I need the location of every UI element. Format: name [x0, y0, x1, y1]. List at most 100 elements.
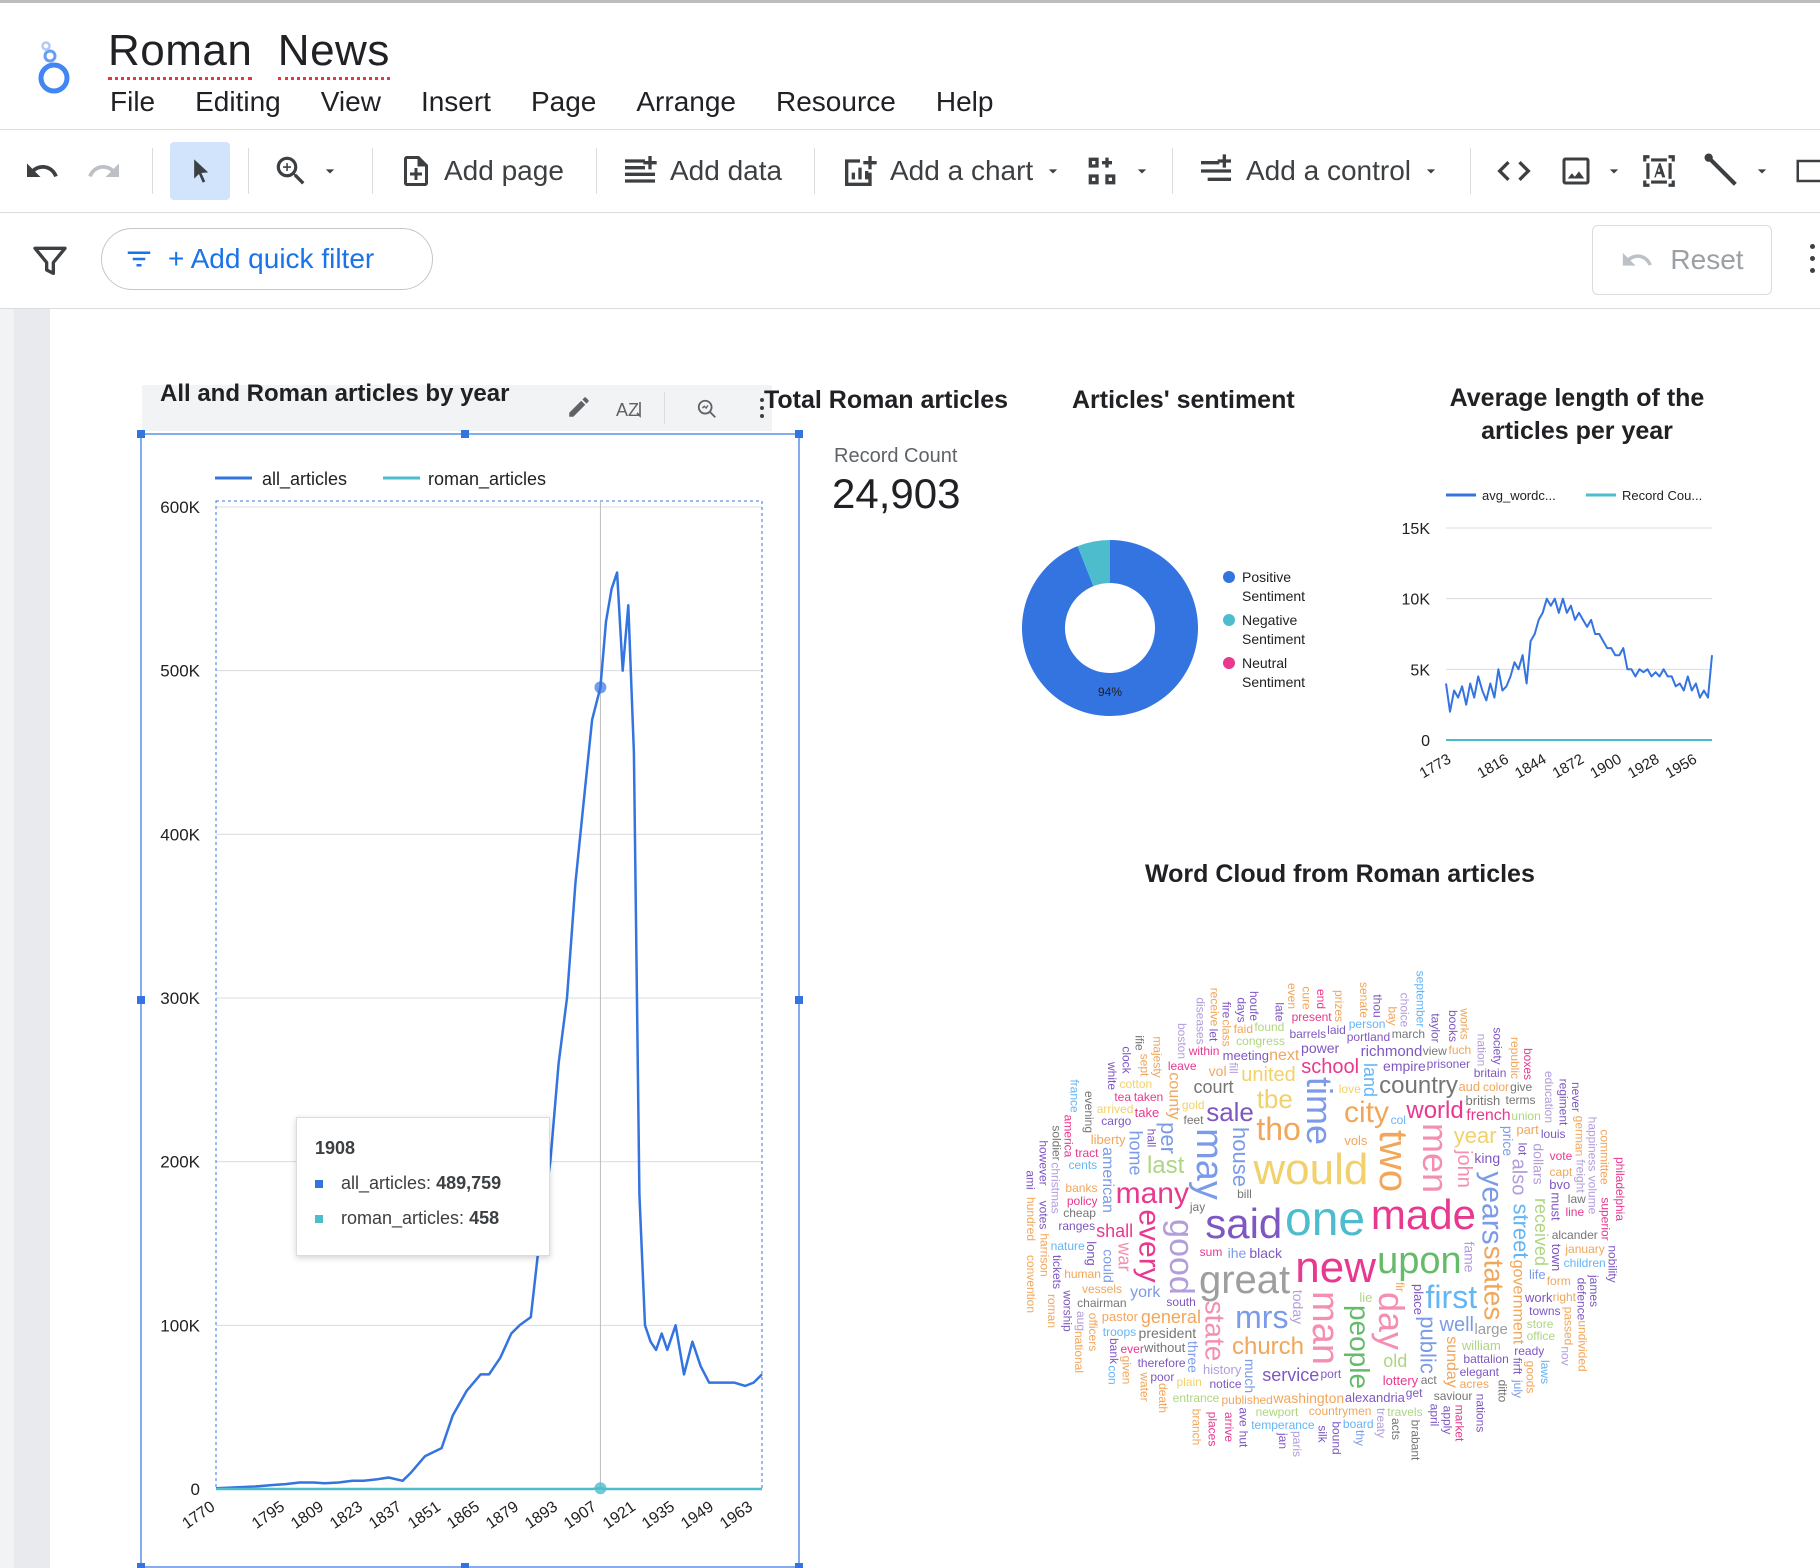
word-cloud-word: years	[1476, 1170, 1510, 1245]
word-cloud-word: great	[1198, 1258, 1291, 1303]
x-tick-label: 1956	[1662, 751, 1699, 782]
word-cloud-word: laws	[1537, 1359, 1552, 1384]
add-data-label: Add data	[670, 155, 783, 186]
filter-bar-icon[interactable]	[30, 240, 70, 285]
word-cloud-word: taylor	[1428, 1013, 1443, 1043]
word-cloud-word: roman	[1044, 1294, 1059, 1329]
embed-url-button[interactable]	[1494, 130, 1534, 212]
more-options-icon[interactable]	[1810, 244, 1816, 280]
looker-studio-logo-icon[interactable]	[34, 40, 78, 96]
word-cloud-word: worship	[1060, 1289, 1075, 1332]
text-box-icon	[1643, 155, 1675, 187]
legend-label-line2: Sentiment	[1242, 674, 1305, 690]
word-cloud-word: large	[1474, 1320, 1508, 1338]
redo-button[interactable]	[86, 130, 122, 212]
word-cloud-word: human	[1064, 1266, 1101, 1281]
add-component-button[interactable]	[1082, 130, 1152, 212]
menu-arrange[interactable]: Arrange	[636, 86, 736, 117]
report-title[interactable]: Roman News	[108, 26, 390, 80]
word-cloud-word: chairman	[1077, 1295, 1127, 1310]
add-quick-filter-button[interactable]: + Add quick filter	[101, 228, 433, 290]
word-cloud-word: lot	[1515, 1142, 1530, 1155]
toolbar: Add page Add data Add a chart Add a cont…	[0, 130, 1820, 212]
add-text-button[interactable]	[1640, 130, 1678, 212]
word-cloud-word: american	[1098, 1147, 1116, 1214]
word-cloud-word: king	[1474, 1149, 1501, 1166]
undo-icon	[27, 163, 58, 177]
word-cloud-word: fuch	[1448, 1043, 1472, 1058]
word-cloud-word: william	[1461, 1338, 1501, 1354]
x-tick-label: 1770	[179, 1498, 218, 1532]
word-cloud-word: therefore	[1137, 1355, 1186, 1370]
word-cloud-word: tho	[1256, 1111, 1301, 1148]
resize-handle	[137, 996, 145, 1004]
legend-dot	[1223, 657, 1235, 669]
legend-label-avg: avg_wordc...	[1482, 488, 1556, 503]
menu-page[interactable]: Page	[530, 86, 597, 117]
resize-handle	[795, 996, 803, 1004]
word-cloud-word: cheap	[1063, 1206, 1096, 1221]
filter-bar-bottom-border	[0, 308, 1820, 309]
add-chart-button[interactable]: Add a chart	[840, 130, 1063, 212]
word-cloud-word: elegant	[1459, 1365, 1499, 1380]
word-cloud-word: ihe	[1227, 1245, 1247, 1262]
add-data-button[interactable]: Add data	[620, 130, 782, 212]
select-tool-button[interactable]	[170, 142, 230, 200]
legend-label-line1: Neutral	[1242, 655, 1287, 671]
redo-icon	[88, 163, 119, 177]
image-icon	[1562, 157, 1590, 185]
word-cloud-word: water	[1137, 1372, 1152, 1403]
sort-icon[interactable]: AZ	[614, 396, 644, 428]
word-cloud-word: regiment	[1556, 1078, 1571, 1126]
word-cloud-word: nobility	[1605, 1245, 1620, 1284]
add-shape-button[interactable]	[1794, 130, 1820, 212]
add-image-button[interactable]	[1558, 130, 1624, 212]
word-cloud-word: national	[1072, 1331, 1087, 1374]
word-cloud-word: undivided	[1576, 1320, 1591, 1372]
word-cloud-word: cargo	[1101, 1114, 1132, 1129]
tooltip-swatch-all	[315, 1180, 323, 1188]
word-cloud-word: made	[1370, 1191, 1476, 1239]
dropdown-arrow-icon	[1137, 169, 1147, 174]
window-top-border	[0, 0, 1820, 3]
x-tick-label: 1900	[1587, 751, 1624, 782]
menu-view[interactable]: View	[320, 86, 381, 117]
word-cloud-word: person	[1348, 1017, 1386, 1032]
menu-editing[interactable]: Editing	[195, 86, 281, 117]
menu-file[interactable]: File	[110, 86, 156, 117]
reset-button[interactable]: Reset	[1592, 225, 1772, 295]
add-data-icon	[625, 156, 657, 183]
word-cloud-word: faid	[1233, 1021, 1254, 1036]
menu-resource[interactable]: Resource	[776, 86, 896, 117]
add-line-button[interactable]	[1702, 130, 1772, 212]
menu-help[interactable]: Help	[935, 86, 994, 117]
word-cloud[interactable]: one new would said made great two upon may man tim…	[960, 960, 1690, 1480]
sentiment-donut-chart[interactable]: 94% Positive Sentiment Negative Sentiment Neu…	[1010, 530, 1340, 730]
y-tick-label: 100K	[160, 1316, 200, 1335]
dropdown-arrow-icon	[325, 169, 335, 174]
word-cloud-word: hut	[1236, 1430, 1251, 1448]
add-page-button[interactable]: Add page	[398, 130, 564, 212]
chart-menu-icon[interactable]	[760, 398, 765, 418]
word-cloud-word: september	[1412, 970, 1427, 1028]
word-cloud-word: ifie	[1132, 1035, 1147, 1052]
word-cloud-word: taken	[1133, 1090, 1164, 1105]
word-cloud-word: south	[1166, 1294, 1196, 1309]
resize-handle	[461, 1563, 469, 1568]
legend-label-roman-articles: roman_articles	[428, 469, 546, 490]
avg-length-chart[interactable]: avg_wordc... Record Cou... 0 5K 10K 15K 1773 18…	[1380, 470, 1720, 800]
word-cloud-word: office	[1526, 1329, 1556, 1344]
add-control-button[interactable]: Add a control	[1196, 130, 1441, 212]
articles-by-year-chart[interactable]: all_articles roman_articles 0 100K 200K 300K 4…	[130, 425, 810, 1568]
zoom-button[interactable]	[272, 130, 340, 212]
series-line-avg-wordcount	[1445, 597, 1713, 713]
explore-chart-icon[interactable]	[696, 398, 718, 425]
edit-chart-icon[interactable]	[566, 394, 592, 425]
menu-insert[interactable]: Insert	[420, 86, 491, 117]
undo-button[interactable]	[24, 130, 60, 212]
community-visualization-icon	[1088, 157, 1116, 185]
word-cloud-word: new	[1295, 1243, 1376, 1293]
chart-title: All and Roman articles by year	[160, 380, 510, 407]
add-chart-icon	[845, 156, 877, 186]
word-cloud-word: last	[1146, 1152, 1185, 1180]
